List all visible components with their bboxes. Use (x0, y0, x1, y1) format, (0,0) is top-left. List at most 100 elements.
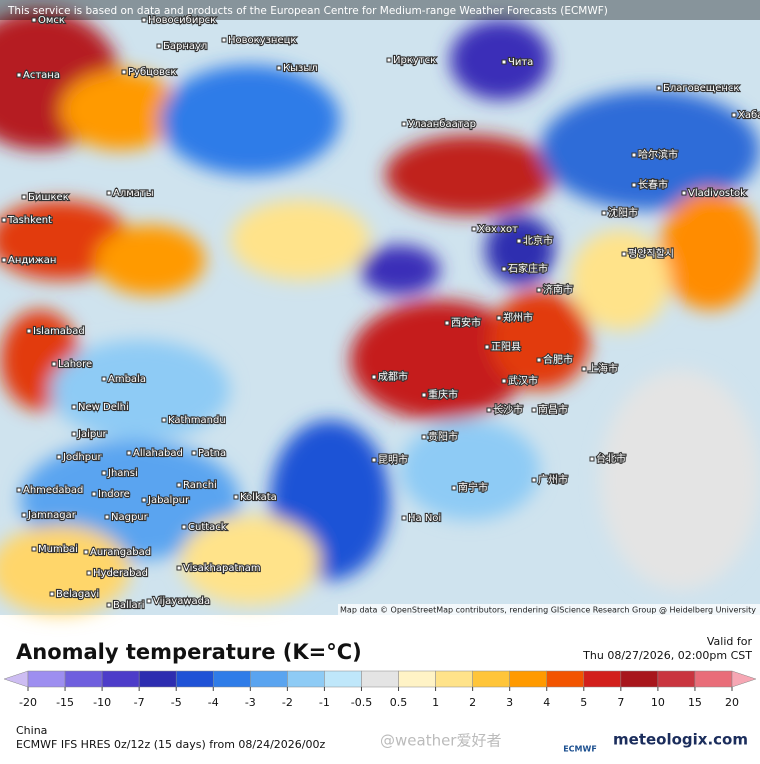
city-label: 贵阳市 (428, 430, 458, 443)
colorbar-extension (3, 670, 29, 688)
city-dot (631, 182, 637, 188)
watermark: @weather爱好者 (380, 732, 501, 750)
city-label: 西安市 (451, 316, 481, 329)
city-label: 成都市 (378, 370, 408, 383)
colorbar-segment (101, 670, 140, 688)
city-dot (126, 450, 132, 456)
valid-label: Valid for (707, 635, 753, 648)
city-dot (516, 238, 522, 244)
city-dot (56, 454, 62, 460)
city-label: 正阳县 (491, 341, 521, 353)
city-dot (1, 257, 7, 263)
city-dot (146, 598, 152, 604)
city-dot (176, 482, 182, 488)
colorbar-tick-label: -10 (93, 696, 111, 709)
city-dot (141, 17, 147, 23)
colorbar: -20 -15 -10 -7 -5 -4 -3 -2 -1 -0.5 0.5 1 2 3 4 5 7 10 15 20 (3, 670, 757, 709)
city-dot (536, 287, 542, 293)
city-label: Рубцовск (128, 67, 176, 78)
city-label: Новокузнецк (228, 35, 296, 46)
city-label: Чита (508, 57, 533, 68)
colorbar-segment (657, 670, 696, 688)
city-dot (21, 194, 27, 200)
city-label: Ambala (108, 374, 146, 385)
notice: This service is based on data and produc… (7, 5, 608, 17)
city-label: Nagpur (111, 512, 149, 523)
city-label: 广州市 (538, 473, 568, 486)
city-dot (31, 17, 37, 23)
colorbar-tick-label: 0.5 (390, 696, 408, 709)
city-label: 南宁市 (458, 481, 488, 494)
city-label: 济南市 (543, 283, 573, 296)
colorbar-tick-label: -20 (19, 696, 37, 709)
attribution: Map data © OpenStreetMap contributors, r… (340, 606, 756, 615)
city-dot (191, 450, 197, 456)
title: Anomaly temperature (K=°C) (16, 640, 362, 664)
colorbar-tick-label: -0.5 (351, 696, 372, 709)
colorbar-segment (694, 670, 733, 688)
colorbar-segment (583, 670, 622, 688)
colorbar-extension (731, 670, 757, 688)
city-label: Mumbai (38, 544, 78, 555)
city-label: Patna (198, 448, 226, 459)
city-dot (581, 366, 587, 372)
city-label: Aurangabad (90, 547, 151, 558)
colorbar-tick-label: -2 (282, 696, 293, 709)
colorbar-segment (175, 670, 214, 688)
colorbar-tick-label: 10 (651, 696, 665, 709)
city-dot (681, 190, 687, 196)
city-label: Ballari (113, 600, 145, 611)
city-label: Jabalpur (147, 495, 190, 506)
city-dot (49, 591, 55, 597)
city-dot (631, 152, 637, 158)
colorbar-segment (138, 670, 177, 688)
city-label: Vijayawada (153, 596, 210, 607)
city-label: Бишкек (28, 192, 69, 203)
city-label: Ranchi (183, 480, 217, 491)
city-dot (101, 470, 107, 476)
city-label: Allahabad (133, 448, 183, 459)
city-label: Kolkata (240, 492, 277, 503)
city-dot (16, 72, 22, 78)
city-label: Алматы (113, 188, 154, 199)
city-dot (451, 485, 457, 491)
colorbar-tick-label: 4 (543, 696, 550, 709)
city-dot (371, 457, 377, 463)
model-info: ECMWF IFS HRES 0z/12z (15 days) from 08/… (16, 738, 326, 751)
city-label: 哈尔滨市 (638, 148, 678, 161)
colorbar-segment (287, 670, 325, 688)
city-label: Хөх хот (478, 224, 518, 235)
city-label: Kathmandu (168, 415, 226, 426)
city-label: 昆明市 (378, 453, 408, 466)
city-dot (106, 602, 112, 608)
colorbar-segment (361, 670, 399, 688)
city-dot (121, 69, 127, 75)
city-label: Jhansi (107, 468, 138, 479)
colorbar-tick-label: 3 (506, 696, 513, 709)
colorbar-segment (213, 670, 251, 688)
colorbar-tick-label: -5 (171, 696, 182, 709)
colorbar-segment (546, 670, 585, 688)
city-dot (444, 320, 450, 326)
city-dot (51, 361, 57, 367)
colorbar-segment (64, 670, 103, 688)
colorbar-tick-label: 15 (688, 696, 702, 709)
map (0, 0, 760, 615)
city-dot (401, 515, 407, 521)
attribution-bg (338, 604, 760, 616)
colorbar-tick-label: 5 (580, 696, 587, 709)
brand: meteologix.com (613, 731, 748, 749)
city-label: Новосибирск (148, 15, 216, 26)
colorbar-segment (435, 670, 473, 688)
city-label: 合肥市 (543, 353, 573, 366)
city-dot (26, 328, 32, 334)
city-dot (221, 37, 227, 43)
city-label: Ha Noi (408, 513, 441, 524)
colorbar-tick-label: -3 (245, 696, 256, 709)
city-dot (656, 85, 662, 91)
city-dot (1, 217, 7, 223)
colorbar-segment (398, 670, 436, 688)
city-label: 평양직할시 (628, 248, 674, 260)
